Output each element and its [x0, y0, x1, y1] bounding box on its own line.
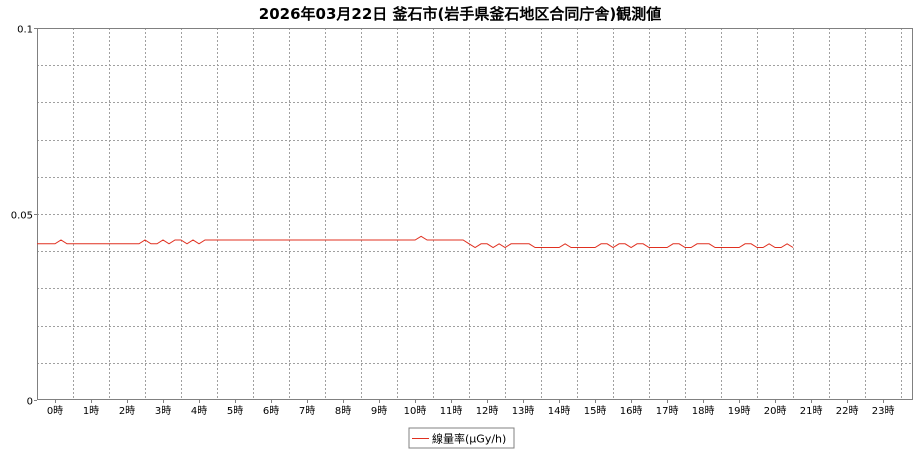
- x-tick-label: 23時: [872, 405, 895, 417]
- x-tick-label: 13時: [512, 405, 535, 417]
- x-tick-label: 3時: [155, 405, 171, 417]
- x-tick-label: 12時: [476, 405, 499, 417]
- x-tick-label: 17時: [656, 405, 679, 417]
- x-tick-label: 14時: [548, 405, 571, 417]
- legend-box: [408, 427, 515, 449]
- chart-title: 2026年03月22日 釜石市(岩手県釜石地区合同庁舎)観測値: [259, 5, 661, 23]
- x-tick-label: 2時: [119, 405, 135, 417]
- x-tick-label: 9時: [371, 405, 387, 417]
- x-tick-label: 11時: [440, 405, 463, 417]
- series-line: [37, 235, 794, 249]
- x-tick-label: 19時: [728, 405, 751, 417]
- x-tick-label: 20時: [764, 405, 787, 417]
- plot-area: [37, 28, 913, 400]
- x-tick-label: 0時: [47, 405, 63, 417]
- x-tick-label: 18時: [692, 405, 715, 417]
- x-tick-label: 7時: [299, 405, 315, 417]
- plot-border: [37, 28, 913, 400]
- x-tick-label: 8時: [335, 405, 351, 417]
- x-tick-label: 5時: [227, 405, 243, 417]
- x-tick-label: 1時: [83, 405, 99, 417]
- y-tick-label: 0: [27, 397, 33, 408]
- x-tick-label: 16時: [620, 405, 643, 417]
- series-layer: [37, 235, 794, 249]
- x-tick-label: 15時: [584, 405, 607, 417]
- legend-label: 線量率(μGy/h): [432, 432, 506, 446]
- y-tick-label: 0.1: [17, 25, 33, 36]
- legend: 線量率(μGy/h): [408, 427, 515, 449]
- x-tick-label: 4時: [191, 405, 207, 417]
- y-tick-label: 0.05: [11, 211, 33, 222]
- grid: [37, 28, 913, 400]
- x-tick-label: 22時: [836, 405, 859, 417]
- x-tick-label: 6時: [263, 405, 279, 417]
- axes: 0 0.05 0.1 0時 1時 2時 3時 4時 5時 6時 7時 8時 9時 10時 11時 12時 13時…: [11, 25, 913, 417]
- x-tick-label: 21時: [800, 405, 823, 417]
- x-tick-label: 10時: [404, 405, 427, 417]
